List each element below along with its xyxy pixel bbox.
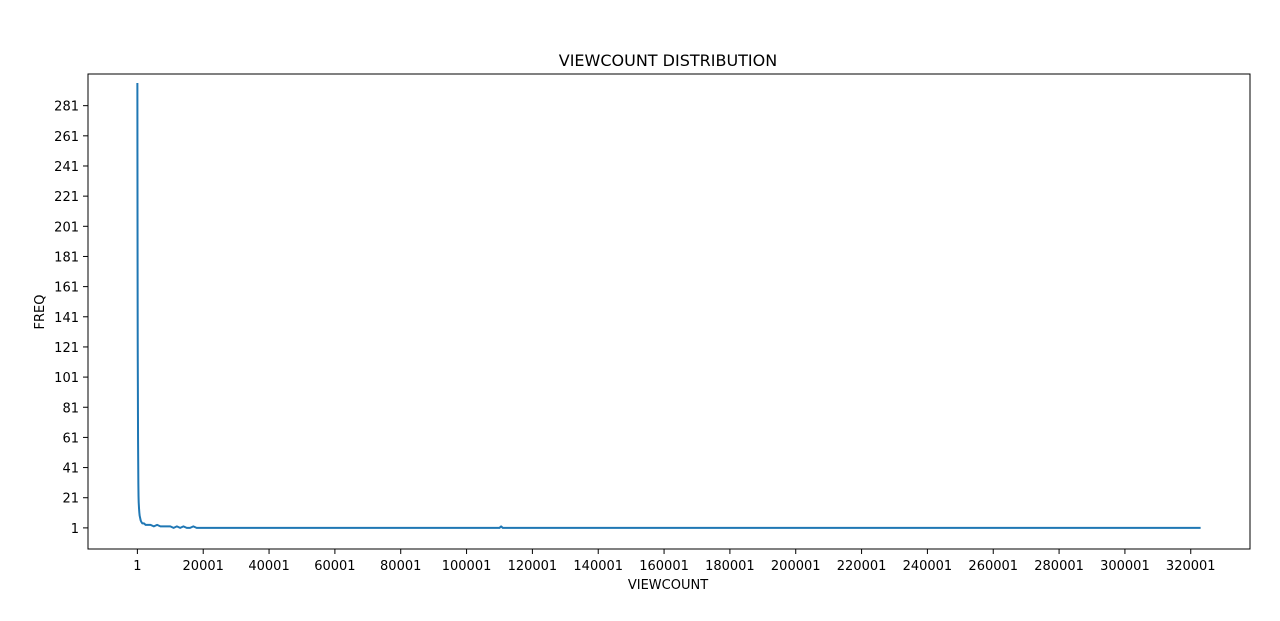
y-tick-label: 221 (54, 190, 79, 205)
x-tick-label: 80001 (380, 559, 421, 574)
y-tick-label: 121 (54, 341, 79, 356)
x-tick-label: 220001 (837, 559, 887, 574)
x-tick-label: 260001 (968, 559, 1018, 574)
x-tick-label: 280001 (1034, 559, 1084, 574)
y-tick-label: 41 (62, 462, 79, 477)
x-tick-label: 140001 (573, 559, 623, 574)
x-tick-label: 240001 (903, 559, 953, 574)
x-axis-label: VIEWCOUNT (628, 578, 708, 593)
y-tick-label: 161 (54, 281, 79, 296)
x-tick-label: 100001 (442, 559, 492, 574)
x-tick-label: 160001 (639, 559, 689, 574)
x-tick-label: 300001 (1100, 559, 1150, 574)
x-tick-label: 40001 (248, 559, 289, 574)
series-layer (136, 83, 1201, 529)
x-tick-label: 60001 (314, 559, 355, 574)
x-tick-label: 320001 (1166, 559, 1216, 574)
y-tick-label: 61 (62, 431, 79, 446)
chart-title: VIEWCOUNT DISTRIBUTION (559, 51, 777, 70)
y-tick-label: 281 (54, 100, 79, 115)
x-tick-label: 20001 (183, 559, 224, 574)
y-tick-label: 101 (54, 371, 79, 386)
y-tick-label: 261 (54, 130, 79, 145)
y-tick-label: 201 (54, 220, 79, 235)
y-tick-label: 21 (62, 492, 79, 507)
x-tick-label: 120001 (508, 559, 558, 574)
x-axis-ticks: 1 20001 40001 60001 80001 100001 120001 140001 1… (133, 549, 1216, 574)
x-tick-label: 180001 (705, 559, 755, 574)
y-tick-label: 81 (62, 401, 79, 416)
y-tick-label: 241 (54, 160, 79, 175)
y-tick-label: 1 (71, 522, 79, 537)
y-tick-label: 181 (54, 250, 79, 265)
x-tick-label: 200001 (771, 559, 821, 574)
y-tick-label: 141 (54, 311, 79, 326)
plot-area-frame (87, 73, 1251, 550)
x-tick-label: 1 (133, 559, 141, 574)
series-line-0 (136, 83, 1201, 529)
y-axis-label: FREQ (33, 295, 48, 330)
